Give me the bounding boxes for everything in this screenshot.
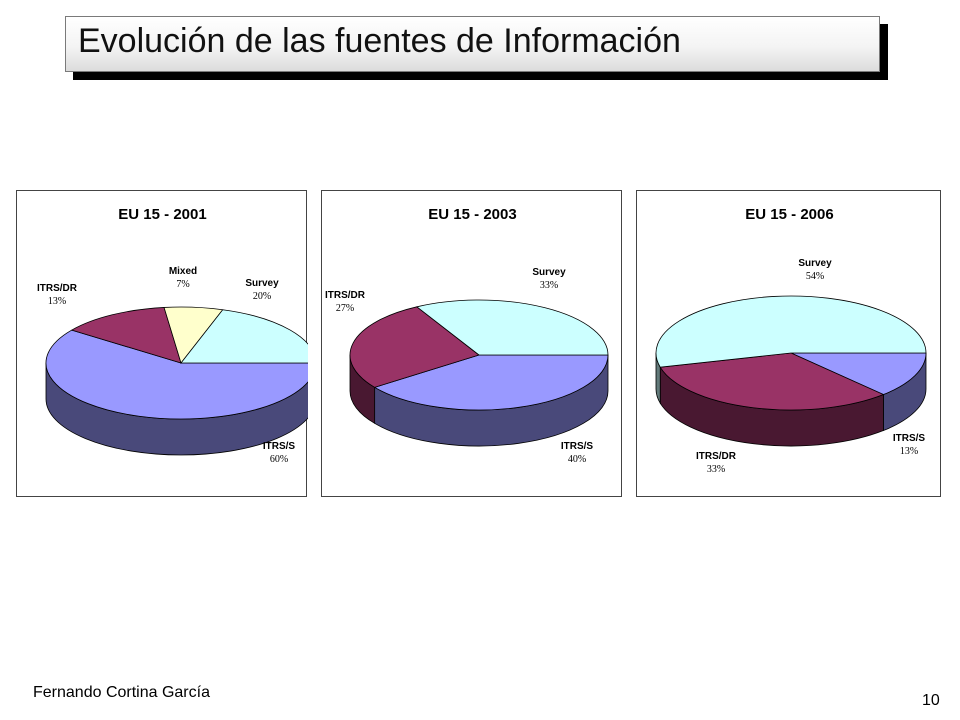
pie-slice-survey [655, 295, 927, 368]
slice-percent-itrs-s: 40% [568, 454, 586, 465]
slice-percent-survey: 20% [253, 291, 271, 302]
pie-chart-2003: EU 15 - 2003 Survey 33% ITRS/S 40% ITRS/DR 27% [325, 206, 609, 465]
slice-label-survey: Survey 54% [798, 258, 832, 282]
chart-title: EU 15 - 2006 [745, 206, 833, 223]
pie-tops [655, 295, 927, 411]
pie-slice-itrs-s [45, 329, 308, 420]
chart-panel-2003: EU 15 - 2003 Survey 33% ITRS/S 40% ITRS/DR 27% [321, 190, 622, 497]
pie-slice-survey [180, 309, 308, 364]
slice-percent-itrs-dr: 27% [336, 303, 354, 314]
chart-panel-2001: EU 15 - 2001 Survey 20% ITRS/S 60% ITRS/DR 13%… [16, 190, 308, 497]
slice-percent-survey: 54% [806, 271, 824, 282]
slice-name-itrs-s: ITRS/S [893, 433, 926, 444]
chart-title: EU 15 - 2003 [428, 206, 516, 223]
chart-panel-2006: EU 15 - 2006 Survey 54% ITRS/S 13% ITRS/DR 33% [636, 190, 941, 497]
chart-title: EU 15 - 2001 [118, 206, 206, 223]
title-box: Evolución de las fuentes de Información [65, 16, 880, 72]
slice-label-itrs-dr: ITRS/DR 27% [325, 290, 366, 314]
slice-label-survey: Survey 33% [532, 267, 566, 291]
pie-chart-2001: EU 15 - 2001 Survey 20% ITRS/S 60% ITRS/DR 13%… [37, 206, 308, 465]
footer-author: Fernando Cortina García [33, 684, 210, 701]
pie-slice-itrs-dr [70, 307, 182, 364]
pie-slice-itrs-s [373, 354, 609, 411]
slice-percent-mixed: 7% [176, 279, 189, 290]
slice-percent-itrs-s: 60% [270, 454, 288, 465]
slice-label-itrs-dr: ITRS/DR 13% [37, 283, 78, 307]
slice-name-survey: Survey [532, 267, 566, 278]
slice-name-itrs-s: ITRS/S [561, 441, 594, 452]
slice-name-mixed: Mixed [169, 266, 197, 277]
slice-percent-itrs-s: 13% [900, 446, 918, 457]
pie-tops [349, 299, 609, 411]
slice-label-itrs-s: ITRS/S 13% [893, 433, 926, 457]
pie-sides [655, 352, 927, 447]
pie-chart-2006: EU 15 - 2006 Survey 54% ITRS/S 13% ITRS/DR 33% [655, 206, 927, 475]
slice-percent-itrs-dr: 33% [707, 464, 725, 475]
slice-name-itrs-dr: ITRS/DR [696, 451, 737, 462]
slice-label-mixed: Mixed 7% [169, 266, 197, 290]
slice-name-survey: Survey [798, 258, 832, 269]
slice-percent-itrs-dr: 13% [48, 296, 66, 307]
slice-label-itrs-s: ITRS/S 40% [561, 441, 594, 465]
slice-percent-survey: 33% [540, 280, 558, 291]
page-number: 10 [922, 692, 940, 709]
pie-slice-survey [415, 299, 609, 356]
slice-label-itrs-s: ITRS/S 60% [263, 441, 296, 465]
pie-slice-itrs-s [790, 352, 927, 395]
slice-label-survey: Survey 20% [245, 278, 279, 302]
slice-name-itrs-dr: ITRS/DR [325, 290, 366, 301]
slice-name-survey: Survey [245, 278, 279, 289]
slice-name-itrs-dr: ITRS/DR [37, 283, 78, 294]
slice-name-itrs-s: ITRS/S [263, 441, 296, 452]
pie-slice-itrs-dr [349, 306, 480, 388]
pie-tops [45, 306, 308, 420]
slide-title: Evolución de las fuentes de Información [78, 22, 681, 60]
slice-label-itrs-dr: ITRS/DR 33% [696, 451, 737, 475]
pie-slice-itrs-dr [659, 352, 885, 411]
